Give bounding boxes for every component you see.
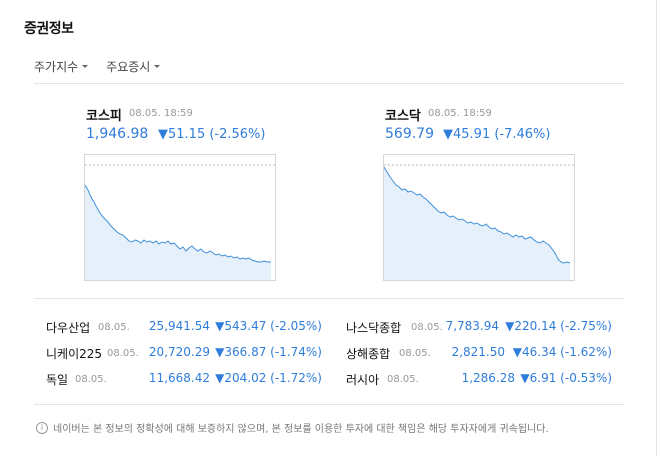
market-date: 08.05. (107, 348, 139, 359)
divider (34, 83, 624, 84)
market-name-russia[interactable]: 러시아 (346, 373, 380, 387)
market-date: 08.05. (75, 374, 107, 385)
kosdaq-label[interactable]: 코스닥 (385, 109, 421, 124)
disclaimer: i 네이버는 본 정보의 정확성에 대해 보증하지 않으며, 본 정보를 이용한… (36, 420, 549, 435)
kospi-chart[interactable] (84, 154, 276, 281)
kosdaq-time: 08.05. 18:59 (428, 108, 492, 119)
market-value-shanghai: 2,821.50 (451, 345, 505, 359)
market-value-nikkei: 20,720.29 (148, 345, 210, 359)
market-value-germany: 11,668.42 (148, 371, 210, 385)
tab-label: 주요증시 (106, 60, 151, 74)
market-name-dow[interactable]: 다우산업 (46, 321, 91, 335)
market-date: 08.05. (399, 348, 431, 359)
kosdaq-chart[interactable] (383, 154, 575, 281)
market-value-nasdaq: 7,783.94 (445, 319, 499, 333)
kospi-change: ▼51.15 (-2.56%) (158, 127, 266, 142)
tab-stock-index[interactable]: 주가지수 (34, 58, 89, 75)
kosdaq-value: 569.79 (385, 126, 434, 142)
market-value-dow: 25,941.54 (148, 319, 210, 333)
divider (34, 404, 624, 405)
tab-label: 주가지수 (34, 60, 79, 74)
market-name-shanghai[interactable]: 상해종합 (346, 347, 391, 361)
market-change-russia: ▼6.91 (-0.53%) (520, 371, 612, 385)
section-title: 증권정보 (24, 21, 74, 37)
tab-bar: 주가지수 주요증시 (34, 58, 161, 75)
market-name-germany[interactable]: 독일 (46, 373, 69, 387)
caret-down-icon (154, 65, 161, 68)
market-change-dow: ▼543.47 (-2.05%) (215, 319, 322, 333)
kospi-value: 1,946.98 (86, 126, 149, 142)
market-name-nikkei[interactable]: 니케이225 (46, 347, 103, 361)
kospi-time: 08.05. 18:59 (129, 108, 193, 119)
kospi-label[interactable]: 코스피 (86, 109, 122, 124)
divider (34, 298, 624, 299)
caret-down-icon (82, 65, 89, 68)
market-date: 08.05. (387, 374, 419, 385)
market-change-nasdaq: ▼220.14 (-2.75%) (505, 319, 612, 333)
market-date: 08.05. (98, 322, 130, 333)
market-change-nikkei: ▼366.87 (-1.74%) (215, 345, 322, 359)
market-value-russia: 1,286.28 (461, 371, 515, 385)
market-change-germany: ▼204.02 (-1.72%) (215, 371, 322, 385)
right-border (656, 0, 657, 456)
market-name-nasdaq[interactable]: 나스닥종합 (346, 321, 402, 335)
info-icon: i (36, 421, 48, 434)
market-change-shanghai: ▼46.34 (-1.62%) (512, 345, 612, 359)
market-date: 08.05. (411, 322, 443, 333)
tab-major-markets[interactable]: 주요증시 (106, 58, 161, 75)
disclaimer-text: 네이버는 본 정보의 정확성에 대해 보증하지 않으며, 본 정보를 이용한 투… (53, 424, 549, 435)
kosdaq-change: ▼45.91 (-7.46%) (443, 127, 551, 142)
